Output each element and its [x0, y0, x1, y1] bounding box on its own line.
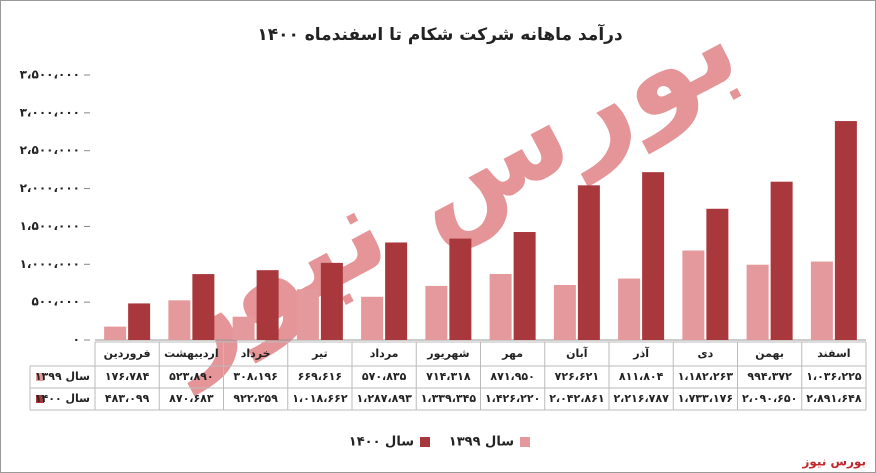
- x-tick-label: آذر: [632, 346, 649, 360]
- legend-label: سال ۱۴۰۰: [349, 435, 414, 450]
- table-cell: ۱،۷۳۳،۱۷۶: [678, 392, 733, 405]
- table-cell: ۲،۸۹۱،۶۴۸: [806, 392, 862, 405]
- table-cell: ۱،۰۳۶،۲۲۵: [806, 370, 862, 383]
- table-cell: ۷۱۴،۳۱۸: [426, 370, 471, 383]
- table-cell: ۲،۲۱۶،۷۸۷: [613, 392, 669, 405]
- table-cell: ۱۷۶،۷۸۴: [105, 370, 150, 383]
- x-tick-label: بهمن: [755, 347, 784, 360]
- bar: [770, 181, 793, 340]
- table-legend-key: [36, 395, 44, 403]
- table-cell: ۸۱۱،۸۰۴: [619, 370, 664, 383]
- x-tick-label: آبان: [566, 346, 588, 360]
- source: بورس نیوز: [801, 455, 866, 470]
- bar: [834, 121, 857, 340]
- x-tick-label: تیر: [311, 347, 327, 360]
- x-tick-label: مهر: [501, 347, 523, 360]
- bar: [489, 273, 512, 340]
- table-cell: ۹۲۲،۲۵۹: [233, 392, 278, 405]
- x-tick-label: مرداد: [370, 347, 399, 360]
- table-cell: ۸۷۰،۶۸۳: [169, 392, 214, 405]
- bar: [296, 289, 319, 340]
- legend-key: [520, 437, 530, 447]
- bar: [425, 285, 448, 340]
- table-cell: ۴۸۳،۰۹۹: [105, 392, 150, 405]
- bar: [618, 278, 641, 340]
- bar: [128, 303, 151, 340]
- x-tick-label: اسفند: [817, 347, 850, 360]
- table-cell: ۵۷۰،۸۳۵: [362, 370, 407, 383]
- table-cell: ۳۰۸،۱۹۶: [233, 370, 277, 383]
- x-tick-label: فروردین: [104, 347, 151, 360]
- y-tick-label: ۱،۰۰۰،۰۰۰: [20, 257, 80, 271]
- table-cell: ۷۲۶،۶۲۱: [555, 370, 599, 383]
- x-tick-label: اردیبهشت: [164, 347, 218, 360]
- bar: [320, 262, 343, 340]
- table-cell: ۸۷۱،۹۵۰: [490, 370, 534, 383]
- bar: [682, 250, 705, 340]
- bar: [642, 172, 665, 340]
- chart-title: درآمد ماهانه شرکت شکام تا اسفندماه ۱۴۰۰: [257, 23, 623, 45]
- y-tick-label: ۳،۰۰۰،۰۰۰: [20, 105, 80, 119]
- table-cell: ۲،۰۴۲،۸۶۱: [549, 392, 604, 405]
- bar: [192, 274, 215, 340]
- y-tick-label: ۲،۰۰۰،۰۰۰: [20, 181, 80, 195]
- table-cell: ۱،۳۳۹،۳۴۵: [421, 392, 477, 405]
- y-tick-label: ۵۰۰،۰۰۰: [31, 295, 80, 309]
- table-cell: ۹۹۴،۳۷۲: [747, 370, 792, 383]
- x-tick-label: دی: [698, 347, 714, 360]
- y-tick-label: ۱،۵۰۰،۰۰۰: [20, 219, 80, 233]
- x-tick-label: خرداد: [241, 347, 271, 360]
- table-legend-key: [36, 373, 44, 381]
- y-tick-label: ۰: [73, 333, 80, 347]
- table-cell: ۵۲۳،۸۹۰: [169, 370, 213, 383]
- legend-key: [420, 437, 430, 447]
- bar: [449, 238, 472, 340]
- x-tick-label: شهریور: [426, 347, 469, 360]
- table-cell: ۱،۲۸۷،۸۹۳: [356, 392, 412, 405]
- table-cell: ۱،۴۲۶،۲۲۰: [485, 392, 540, 405]
- table-cell: ۶۶۹،۶۱۶: [298, 370, 342, 383]
- bar: [385, 242, 408, 340]
- bar: [256, 270, 279, 340]
- table-cell: ۲،۰۹۰،۶۵۰: [742, 392, 797, 405]
- table-cell: ۱،۱۸۲،۲۶۳: [678, 370, 734, 383]
- bar: [513, 232, 536, 340]
- y-tick-label: ۳،۵۰۰،۰۰۰: [20, 68, 80, 82]
- y-tick-label: ۲،۵۰۰،۰۰۰: [20, 143, 80, 157]
- bar: [361, 296, 384, 340]
- bar: [746, 264, 769, 340]
- bar: [553, 284, 576, 340]
- bar: [706, 208, 729, 340]
- table-row-label: سال ۱۴۰۰: [35, 392, 90, 405]
- table-row-label: سال ۱۳۹۹: [35, 370, 90, 383]
- bar: [810, 261, 833, 340]
- bar: [577, 185, 600, 340]
- bar: [232, 316, 255, 340]
- table-cell: ۱،۰۱۸،۶۶۲: [292, 392, 348, 405]
- legend-label: سال ۱۳۹۹: [449, 435, 514, 450]
- bar: [104, 326, 127, 340]
- bar: [168, 300, 191, 340]
